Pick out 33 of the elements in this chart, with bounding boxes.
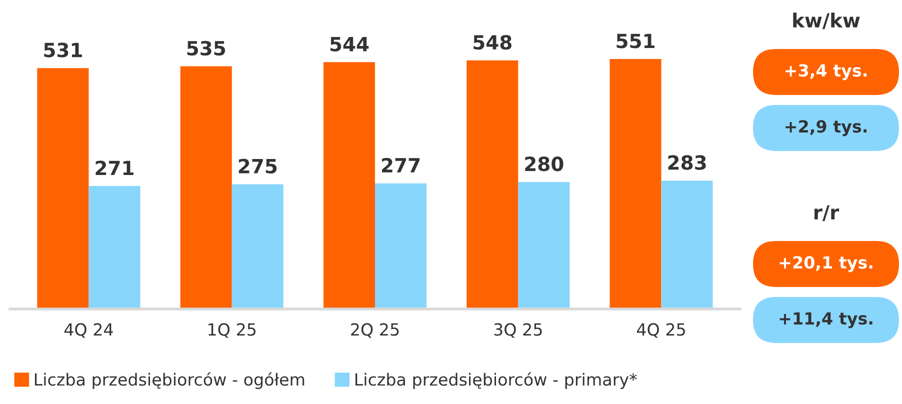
bar — [37, 68, 89, 309]
bar — [88, 186, 140, 309]
data-label: 275 — [238, 158, 277, 174]
x-tick-label: 4Q 24 — [64, 323, 113, 338]
legend-label: Liczba przedsiębiorców - primary* — [355, 372, 637, 389]
bar — [466, 60, 518, 309]
bar — [661, 180, 713, 309]
data-label: 271 — [96, 160, 134, 176]
x-tick-label: 2Q 25 — [351, 323, 399, 338]
x-tick-label: 4Q 25 — [636, 323, 685, 338]
bar — [323, 62, 375, 309]
data-label: 283 — [668, 155, 706, 170]
data-label: 280 — [525, 156, 564, 172]
text: +3,4 tys. — [786, 64, 866, 80]
bar — [375, 183, 427, 309]
data-label: 277 — [382, 158, 420, 172]
data-label: 544 — [330, 37, 369, 52]
data-label: 551 — [616, 34, 654, 48]
text: r/r — [814, 205, 840, 222]
text: kw/kw — [793, 12, 860, 30]
data-label: 548 — [474, 34, 512, 50]
bar — [180, 66, 232, 309]
x-tick-label: 3Q 25 — [494, 323, 542, 338]
x-tick-label: 1Q 25 — [208, 323, 256, 338]
text: +2,9 tys. — [786, 120, 866, 136]
text: +11,4 tys. — [780, 312, 872, 328]
data-label: 535 — [187, 40, 226, 56]
bar — [232, 184, 284, 309]
bar — [518, 182, 570, 309]
bar — [610, 59, 662, 309]
text: +20,1 tys. — [780, 256, 872, 272]
data-label: 531 — [44, 42, 82, 58]
legend-label: Liczba przedsiębiorców - ogółem — [34, 372, 304, 389]
